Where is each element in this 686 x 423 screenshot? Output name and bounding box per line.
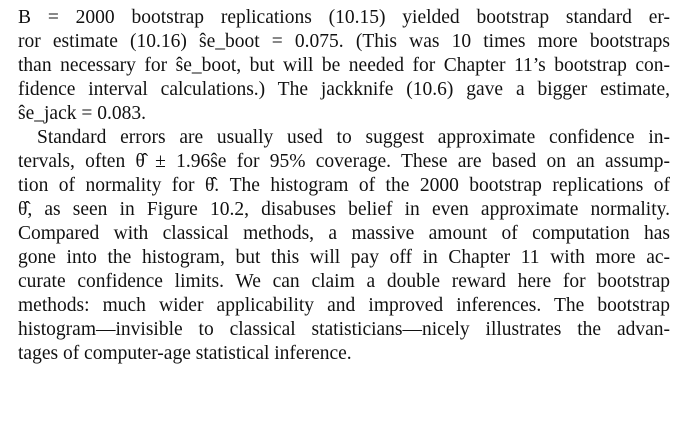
text-line: Compared with classical methods, a massi… [18,223,670,244]
text-line: fidence interval calculations.) The jack… [18,79,670,100]
text-line: histogram—invisible to classical statist… [18,319,670,340]
text-line: ŝe_jack = 0.083. [18,103,146,124]
text-line: than necessary for ŝe_boot, but will be … [18,55,670,76]
text-line: curate confidence limits. We can claim a… [18,271,670,292]
text-line: B = 2000 bootstrap replications (10.15) … [18,7,670,28]
text-line: tion of normality for θ̂. The histogram … [18,175,670,196]
text-body: B = 2000 bootstrap replications (10.15) … [18,6,670,366]
text-line: gone into the histogram, but this will p… [18,247,670,268]
text-line: methods: much wider applicability and im… [18,295,670,316]
text-line: Standard errors are usually used to sugg… [37,127,670,148]
paragraph-1: B = 2000 bootstrap replications (10.15) … [18,6,670,126]
text-line: θ̂, as seen in Figure 10.2, disabuses be… [18,199,670,220]
text-line: tervals, often θ̂ ± 1.96ŝe for 95% cover… [18,151,670,172]
text-line: ror estimate (10.16) ŝe_boot = 0.075. (T… [18,31,670,52]
text-line: tages of computer-age statistical infere… [18,343,352,364]
paragraph-2: Standard errors are usually used to sugg… [18,126,670,366]
